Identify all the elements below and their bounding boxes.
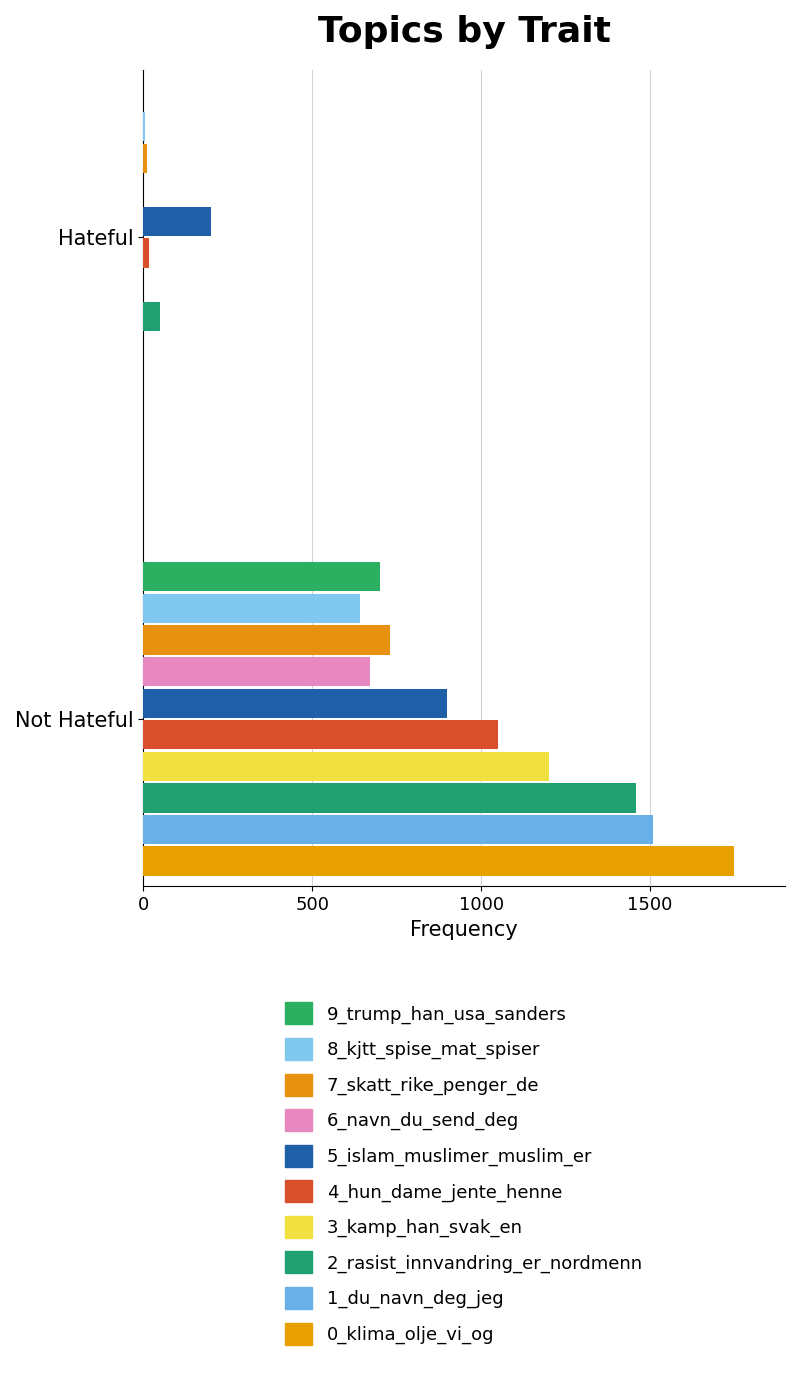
Bar xyxy=(143,207,211,237)
X-axis label: Frequency: Frequency xyxy=(410,920,518,939)
Bar xyxy=(143,689,447,718)
Bar xyxy=(143,815,654,844)
Bar xyxy=(143,720,498,749)
Legend: 9_trump_han_usa_sanders, 8_kjtt_spise_mat_spiser, 7_skatt_rike_penger_de, 6_navn: 9_trump_han_usa_sanders, 8_kjtt_spise_ma… xyxy=(276,994,652,1354)
Title: Topics by Trait: Topics by Trait xyxy=(318,15,610,49)
Bar xyxy=(143,626,390,655)
Bar xyxy=(143,783,637,812)
Bar xyxy=(143,847,734,876)
Bar xyxy=(143,112,145,141)
Bar xyxy=(143,144,147,172)
Bar xyxy=(143,238,149,267)
Bar xyxy=(143,594,359,623)
Bar xyxy=(143,563,380,591)
Bar xyxy=(143,752,549,781)
Bar xyxy=(143,657,370,686)
Bar xyxy=(143,301,160,330)
